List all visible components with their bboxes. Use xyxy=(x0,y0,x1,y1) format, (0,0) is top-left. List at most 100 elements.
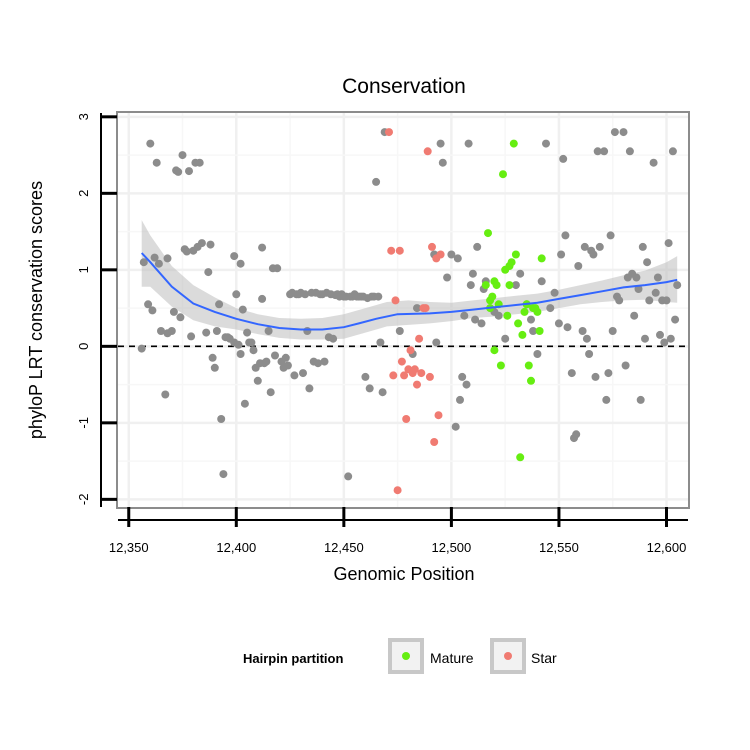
data-point-other xyxy=(602,395,611,404)
y-axis-label: phyloP LRT conservation scores xyxy=(26,181,46,439)
data-point-other xyxy=(376,338,385,347)
data-point-other xyxy=(516,269,525,278)
data-point-mature xyxy=(537,254,546,263)
data-point-other xyxy=(249,346,258,355)
data-point-other xyxy=(264,327,273,335)
data-point-other xyxy=(204,268,213,277)
data-point-mature xyxy=(507,258,516,267)
data-point-other xyxy=(195,158,204,167)
data-point-other xyxy=(662,296,671,305)
data-point-other xyxy=(169,307,178,316)
data-point-other xyxy=(595,242,604,251)
data-point-other xyxy=(299,369,307,378)
data-point-other xyxy=(182,247,191,256)
legend: Hairpin partition Mature Star xyxy=(243,638,557,674)
data-point-other xyxy=(236,350,245,358)
x-tick-label: 12,400 xyxy=(216,540,256,555)
data-point-other xyxy=(283,361,292,370)
data-point-other xyxy=(320,357,329,366)
data-point-other xyxy=(303,327,312,335)
legend-dot-mature xyxy=(402,652,410,660)
data-point-other xyxy=(527,315,535,324)
data-point-other xyxy=(557,250,566,259)
data-point-star xyxy=(391,296,400,305)
data-point-other xyxy=(625,147,634,156)
data-point-other xyxy=(456,395,464,404)
data-point-mature xyxy=(524,361,533,370)
data-point-other xyxy=(185,167,193,176)
legend-label-mature: Mature xyxy=(430,650,474,666)
data-point-other xyxy=(582,334,591,343)
data-point-other xyxy=(511,281,520,290)
data-point-other xyxy=(610,128,619,137)
data-point-other xyxy=(473,242,482,251)
data-point-other xyxy=(649,158,658,167)
data-point-star xyxy=(430,438,439,446)
data-point-other xyxy=(608,327,617,335)
x-tick-label: 12,600 xyxy=(647,540,687,555)
data-point-other xyxy=(660,338,669,347)
data-point-star xyxy=(436,250,445,259)
data-point-other xyxy=(236,259,245,268)
data-point-mature xyxy=(484,229,492,238)
data-point-other xyxy=(262,357,271,366)
data-point-other xyxy=(529,327,538,335)
data-point-other xyxy=(344,472,353,481)
data-point-other xyxy=(578,327,587,335)
data-point-mature xyxy=(488,292,497,301)
data-point-star xyxy=(413,380,421,389)
data-point-other xyxy=(458,372,467,381)
data-point-other xyxy=(202,328,211,337)
data-point-other xyxy=(619,128,628,137)
data-point-star xyxy=(395,246,404,255)
data-point-other xyxy=(460,311,469,320)
data-point-other xyxy=(210,363,219,372)
data-point-other xyxy=(148,306,157,315)
data-point-other xyxy=(666,334,675,343)
data-point-other xyxy=(653,273,662,282)
data-point-other xyxy=(494,311,503,320)
data-point-mature xyxy=(520,307,529,316)
data-point-other xyxy=(217,415,226,423)
data-point-other xyxy=(651,288,660,297)
data-point-other xyxy=(501,334,510,343)
data-point-other xyxy=(208,353,217,362)
data-point-other xyxy=(305,384,314,393)
data-point-other xyxy=(281,353,290,362)
data-point-star xyxy=(423,147,432,156)
data-point-other xyxy=(585,350,594,358)
data-point-other xyxy=(438,158,447,167)
x-tick-label: 12,350 xyxy=(109,540,149,555)
data-point-other xyxy=(271,351,279,360)
loess-smooth-line xyxy=(140,252,678,331)
data-point-star xyxy=(417,369,426,378)
data-point-mature xyxy=(527,376,535,385)
data-point-mature xyxy=(481,281,490,290)
x-axis-label: Genomic Position xyxy=(333,564,474,584)
data-point-other xyxy=(146,139,155,148)
data-point-other xyxy=(238,305,247,314)
data-point-mature xyxy=(503,311,512,320)
confidence-band-layer xyxy=(141,220,678,340)
data-point-other xyxy=(554,319,563,328)
y-tick-label: -2 xyxy=(76,494,91,506)
data-point-other xyxy=(258,243,267,252)
data-point-other xyxy=(144,300,153,309)
data-point-star xyxy=(393,486,402,495)
data-point-star xyxy=(400,371,409,380)
data-point-other xyxy=(413,304,421,313)
y-tick-label: 0 xyxy=(76,343,91,350)
data-point-other xyxy=(176,313,185,322)
data-point-other xyxy=(443,273,452,282)
data-point-other xyxy=(537,277,546,286)
data-point-star xyxy=(434,411,443,420)
legend-title: Hairpin partition xyxy=(243,651,343,666)
data-point-star xyxy=(397,357,406,366)
smooth-layer xyxy=(140,252,678,331)
data-point-other xyxy=(643,258,652,267)
data-point-other xyxy=(630,311,639,320)
data-point-other xyxy=(591,372,600,381)
data-point-star xyxy=(421,304,430,313)
data-point-other xyxy=(574,262,583,270)
